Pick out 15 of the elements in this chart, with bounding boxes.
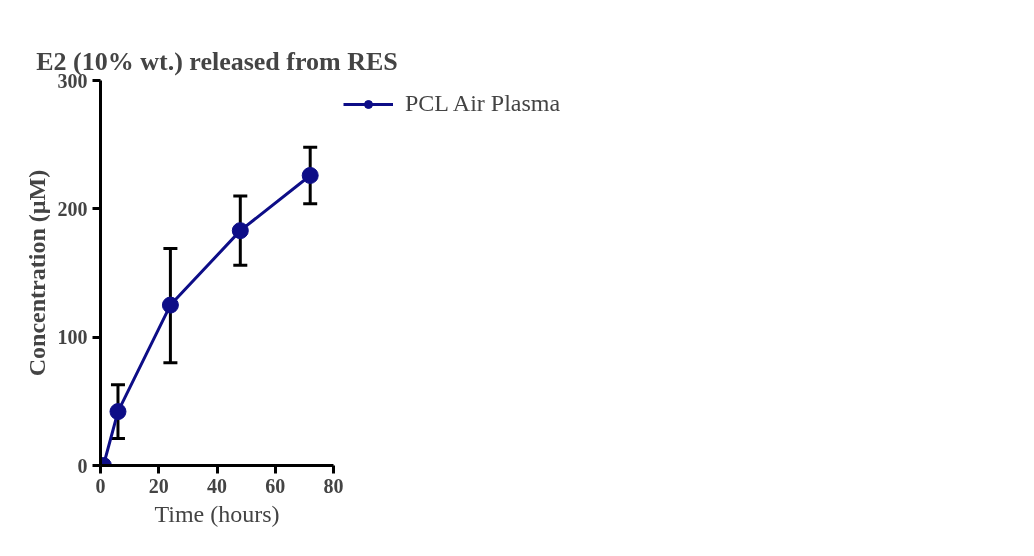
x-axis-title: Time (hours): [154, 500, 280, 527]
point: [301, 166, 319, 184]
y-axis-title: Concentration (µM): [23, 169, 50, 377]
y-tick-label: 200: [57, 197, 88, 220]
x-tick-label: 60: [265, 474, 286, 497]
y-tick-label: 0: [77, 454, 88, 477]
point: [109, 403, 127, 421]
x-tick-label: 40: [207, 474, 227, 497]
y-tick-label: 100: [57, 326, 88, 349]
point: [231, 222, 249, 240]
legend-label: PCL Air Plasma: [405, 90, 561, 117]
x-tick-label: 0: [95, 474, 106, 497]
point: [161, 296, 179, 314]
x-tick-label: 20: [148, 474, 169, 497]
x-tick-label: 80: [323, 474, 344, 497]
